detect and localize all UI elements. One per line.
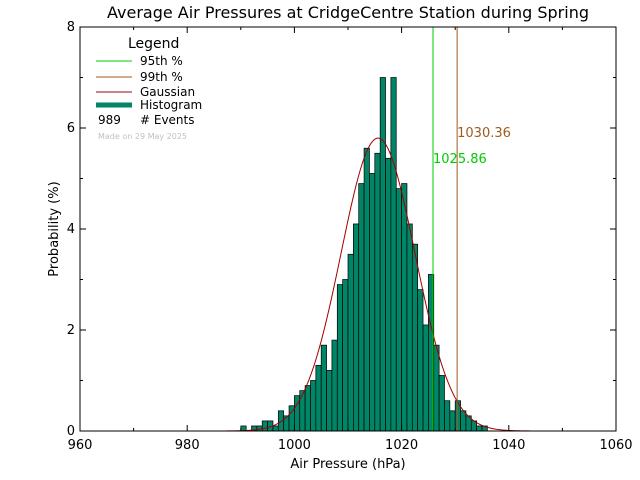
percentile-value-99th: 1030.36 [457,126,511,141]
histogram-bar [304,385,311,432]
histogram-bar [422,324,429,432]
legend-events-count: 989 [98,113,121,127]
histogram-bar [353,223,360,432]
histogram-bar [395,188,402,432]
histogram-bar [336,284,343,432]
histogram-bar [310,380,317,432]
y-axis-ticks: 0 2 4 6 8 [67,20,616,439]
histogram-bar [379,77,386,432]
legend-label-95th: 95th % [140,54,183,68]
y-tick-label: 4 [67,222,75,237]
x-axis-label: Air Pressure (hPa) [290,457,405,472]
histogram-bar [315,365,322,432]
histogram-bar [406,223,413,432]
legend-label-99th: 99th % [140,70,183,84]
legend-label-gaussian: Gaussian [140,85,195,99]
histogram-bar [299,390,306,432]
legend-label-histogram: Histogram [140,98,202,112]
histogram-bar [460,410,467,432]
histogram-bar [358,183,365,432]
x-axis-ticks: 960 980 1000 1020 1040 1060 [68,27,633,453]
histogram-bar [283,415,290,432]
y-tick-label: 6 [67,121,75,136]
percentile-value-95th: 1025.86 [433,152,487,167]
histogram-bar [444,400,451,432]
histogram-bar [272,425,279,432]
chart-title: Average Air Pressures at CridgeCentre St… [107,3,589,22]
histogram-bar [331,339,338,432]
histogram-bar [449,410,456,432]
histogram-bar [433,344,440,432]
histogram-bar [363,147,370,432]
y-tick-label: 0 [67,424,75,439]
x-tick-label: 1020 [385,438,418,453]
histogram-bar [374,152,381,432]
legend: Legend 95th % 99th % Gaussian Histogram … [96,36,202,141]
x-tick-label: 980 [175,438,200,453]
legend-events-label: # Events [140,113,195,127]
histogram-bar [261,420,268,432]
histogram-bar [342,279,349,432]
histogram-bar [326,370,333,432]
y-axis-label: Probability (%) [47,181,62,276]
percentile-lines: 1025.86 1030.36 [432,27,511,431]
histogram-bar [390,77,397,432]
x-tick-label: 1060 [599,438,632,453]
y-tick-label: 2 [67,323,75,338]
histogram-bar [417,289,424,432]
histogram-bar [476,425,483,432]
histogram-bar [438,375,445,432]
histogram-bar [411,243,419,432]
made-on-stamp: Made on 29 May 2025 [98,132,187,141]
histogram-bar [369,173,376,432]
x-tick-label: 1000 [278,438,311,453]
y-tick-label: 8 [67,20,75,35]
histogram-bar [320,344,327,432]
histogram-bars [240,77,488,432]
legend-title: Legend [128,36,179,52]
histogram-bar [385,157,392,432]
histogram-bar [401,183,408,432]
x-tick-label: 960 [68,438,93,453]
histogram-bar [347,253,354,432]
x-tick-label: 1040 [492,438,525,453]
